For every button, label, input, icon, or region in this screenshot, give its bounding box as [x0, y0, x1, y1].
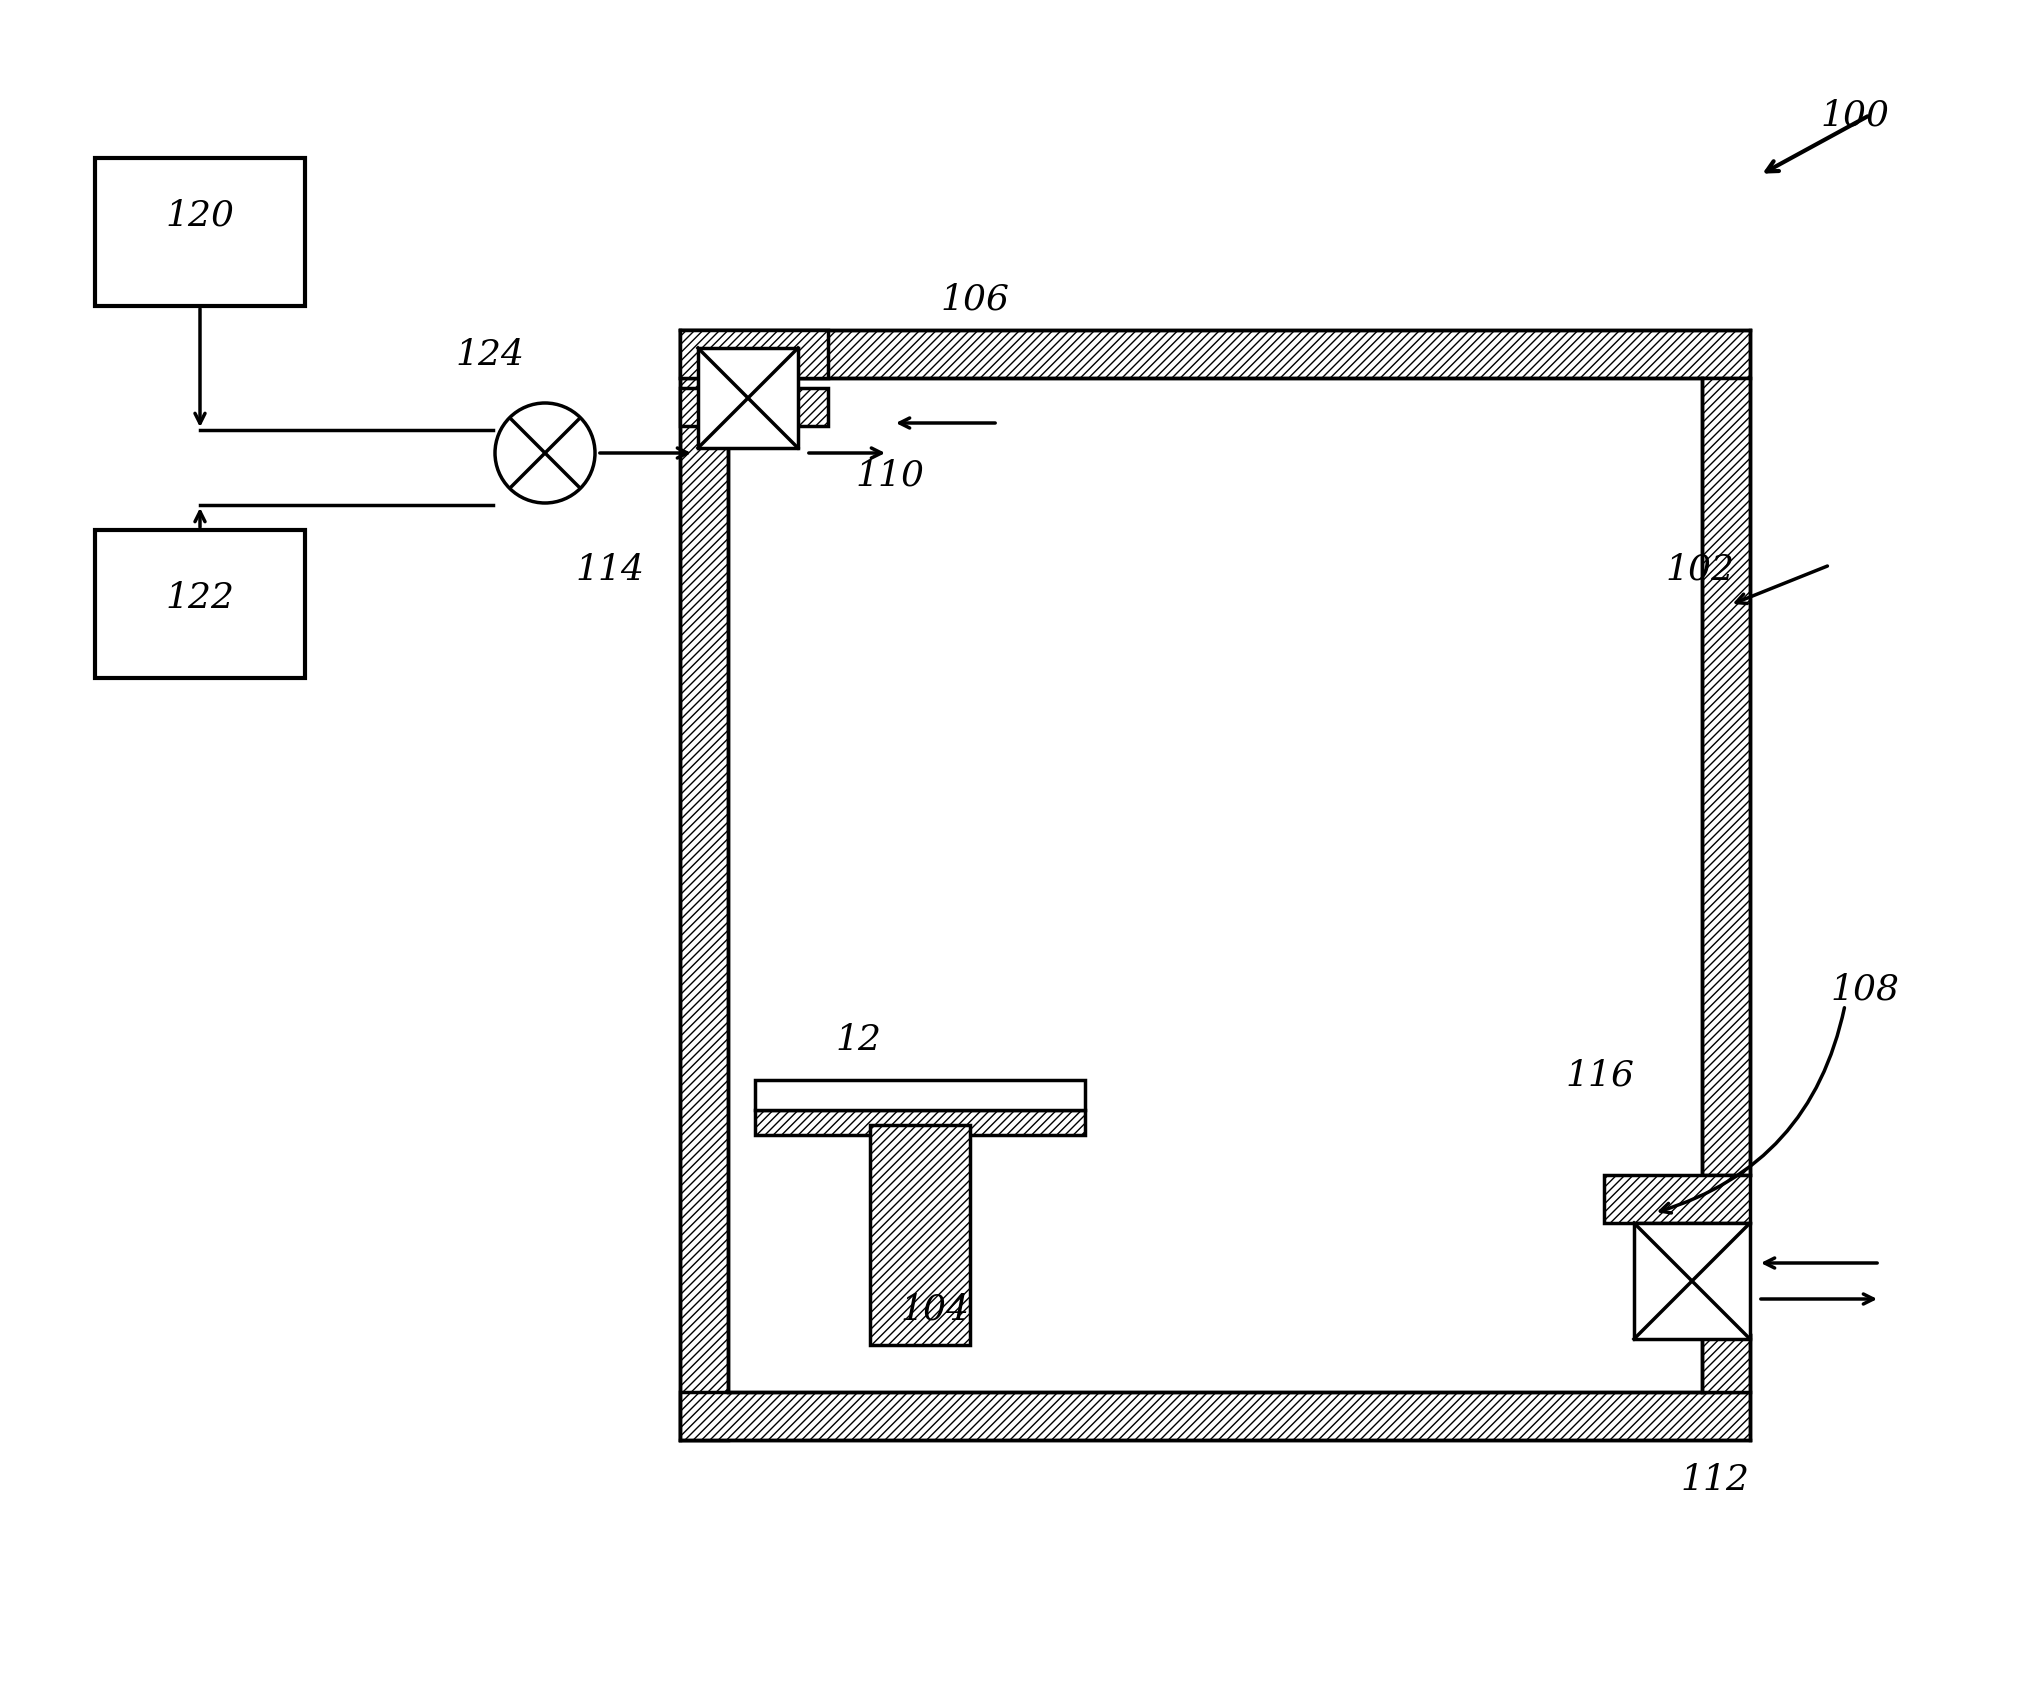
- Text: 100: 100: [1820, 98, 1889, 132]
- Text: 104: 104: [900, 1293, 969, 1327]
- Circle shape: [495, 403, 594, 503]
- Bar: [679, 330, 1749, 378]
- Bar: [1703, 378, 1749, 1175]
- Text: 110: 110: [855, 459, 924, 493]
- Bar: [1634, 1222, 1749, 1339]
- Bar: [679, 330, 827, 378]
- Bar: [1603, 1175, 1749, 1222]
- Bar: [754, 1111, 1086, 1134]
- Bar: [95, 530, 305, 677]
- Text: 116: 116: [1565, 1058, 1634, 1092]
- Text: 112: 112: [1680, 1463, 1749, 1497]
- Text: 122: 122: [166, 581, 235, 615]
- Text: 102: 102: [1664, 554, 1735, 587]
- Bar: [679, 378, 728, 1441]
- Text: 106: 106: [940, 283, 1009, 317]
- Text: 108: 108: [1830, 973, 1899, 1007]
- Bar: [679, 1392, 1749, 1441]
- Bar: [679, 388, 827, 427]
- Bar: [1703, 1336, 1749, 1392]
- Bar: [698, 349, 799, 449]
- Bar: [95, 157, 305, 306]
- Text: 114: 114: [574, 554, 643, 587]
- Bar: [869, 1126, 971, 1344]
- Text: 124: 124: [455, 339, 524, 372]
- Text: 12: 12: [835, 1023, 882, 1056]
- Text: 120: 120: [166, 198, 235, 232]
- Bar: [754, 1080, 1086, 1111]
